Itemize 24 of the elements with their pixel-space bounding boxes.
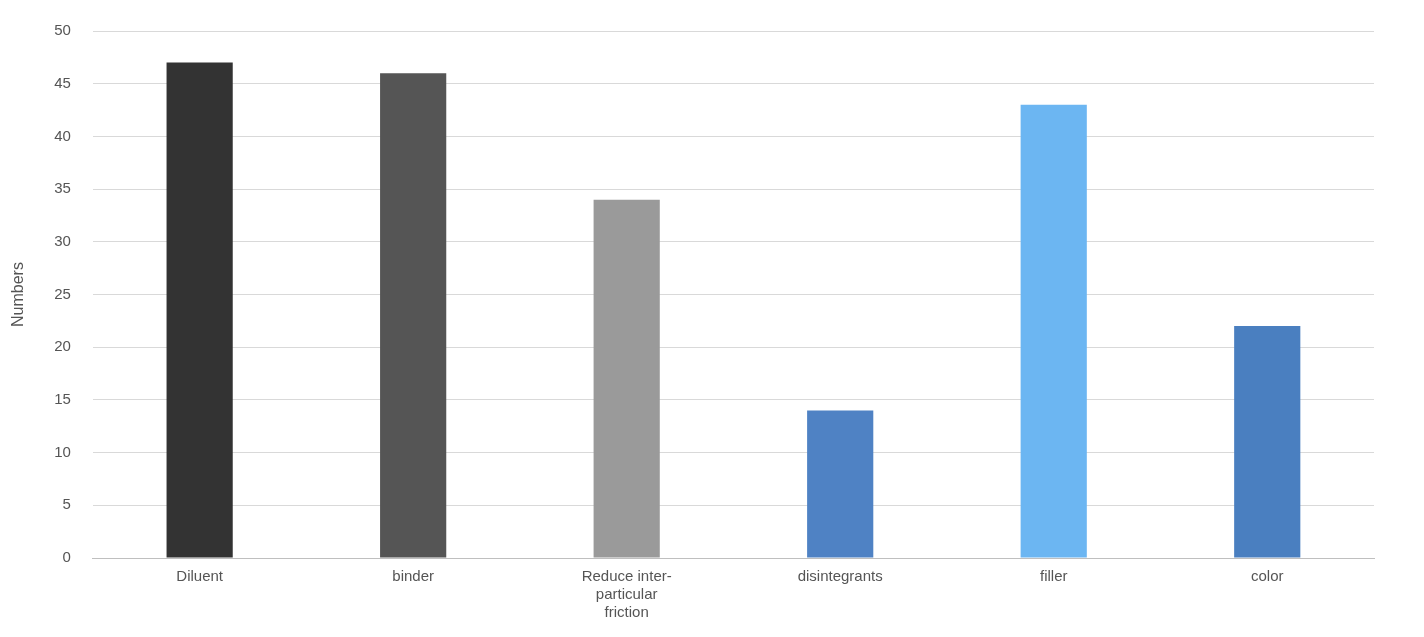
- y-tick-label: 30: [54, 231, 71, 249]
- y-tick-label: 5: [62, 495, 71, 513]
- y-tick-label: 10: [54, 442, 71, 460]
- y-tick-label: 45: [54, 73, 71, 91]
- y-tick-label: 50: [54, 21, 71, 39]
- y-tick-label: 40: [54, 126, 71, 144]
- bar: [807, 410, 874, 558]
- x-tick-label: filler: [1039, 567, 1068, 585]
- y-tick-label: 35: [54, 179, 71, 197]
- y-tick-label: 25: [54, 284, 71, 302]
- y-tick-label: 0: [62, 548, 71, 566]
- bar: [1234, 326, 1301, 558]
- bar: [593, 199, 660, 558]
- x-tick-label: Diluent: [176, 567, 224, 585]
- x-tick-label: binder: [392, 567, 435, 585]
- y-tick-label: 15: [54, 390, 71, 408]
- bar: [380, 73, 447, 558]
- y-axis-title: Numbers: [9, 262, 27, 327]
- x-tick-label: Reduce inter-particular friction: [581, 567, 672, 621]
- bar: [166, 62, 233, 558]
- x-tick-label: disintegrants: [797, 567, 883, 585]
- bar: [1020, 104, 1087, 558]
- x-tick-label: color: [1250, 567, 1284, 585]
- y-tick-label: 20: [54, 337, 71, 355]
